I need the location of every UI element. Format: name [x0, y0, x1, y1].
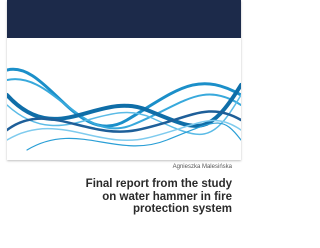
book-cover	[7, 0, 241, 160]
wave-art	[7, 0, 241, 160]
page: {"author": "Agnieszka Malesińska", "titl…	[0, 0, 249, 248]
author: Agnieszka Malesińska	[173, 164, 232, 170]
title-line: on water hammer in fire	[86, 191, 232, 204]
book-title: Final report from the study on water ham…	[86, 178, 232, 216]
title-line: Final report from the study	[86, 178, 232, 191]
wave	[27, 123, 241, 150]
title-line: protection system	[86, 203, 232, 216]
